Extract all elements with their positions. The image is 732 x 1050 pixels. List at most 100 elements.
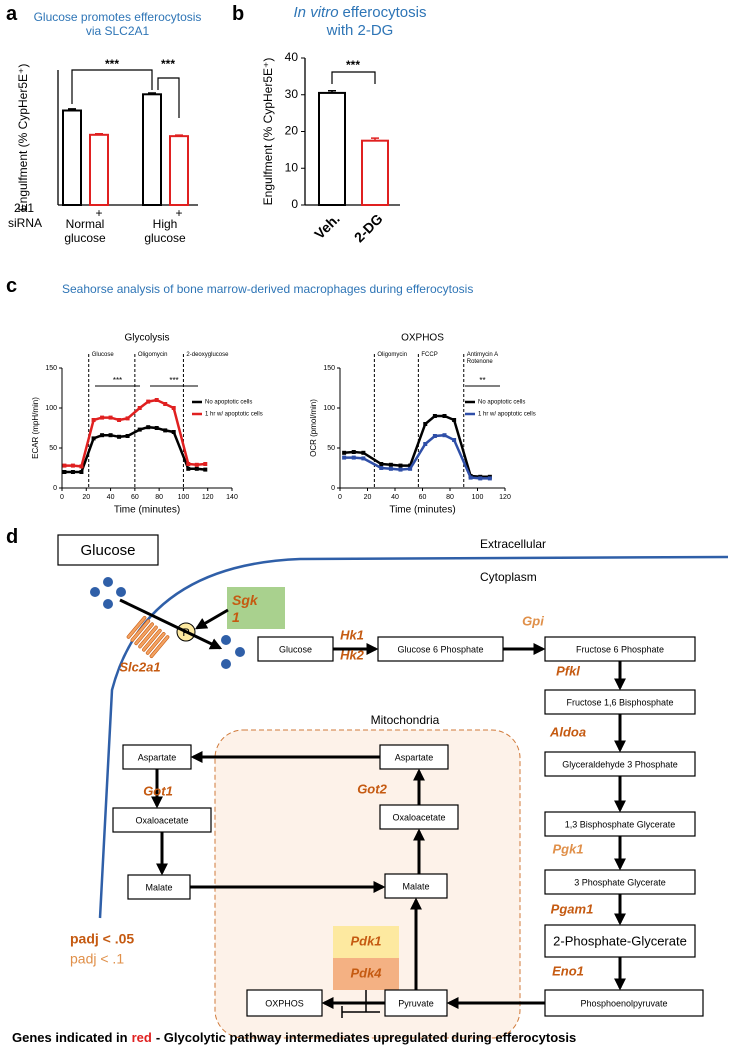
point [342, 450, 347, 455]
point [452, 418, 457, 422]
point [79, 464, 84, 469]
point [388, 466, 393, 471]
transporter-helix [145, 632, 166, 655]
x-tick-label: 80 [446, 494, 454, 501]
point [351, 450, 356, 454]
error-bar [328, 89, 336, 93]
arrow [194, 608, 229, 630]
node-box [112, 807, 212, 833]
sig-label: *** [113, 376, 122, 385]
y-axis-label: Engulfment (% CypHer5E⁺) [16, 64, 30, 212]
x-tick-label: 100 [472, 494, 484, 501]
point [351, 455, 356, 460]
sig-label: *** [105, 57, 119, 71]
point [398, 463, 403, 468]
point [423, 422, 428, 426]
panel-label: a [6, 3, 18, 25]
gene-label: Sgk1 [232, 592, 258, 625]
y-tick-label: 100 [45, 405, 57, 412]
glucose-molecule [103, 577, 113, 587]
chart-title-rest: efferocytosis with 2-DG [326, 4, 427, 39]
point [478, 476, 483, 481]
point [442, 433, 447, 438]
point [423, 442, 428, 446]
pdk4-box [333, 958, 399, 990]
y-tick-label: 20 [285, 124, 299, 138]
glucose-molecule [103, 599, 113, 609]
point [163, 402, 168, 406]
node-box [544, 924, 696, 958]
y-tick-label: 50 [49, 445, 57, 452]
injection-label: Oligomycin [137, 352, 168, 358]
error-bar [68, 108, 76, 111]
x-tick-label: 120 [499, 494, 511, 501]
chart-title: OXPHOS [401, 333, 444, 344]
footer: Genes indicated in red - Glycolytic pathwa… [12, 1030, 576, 1046]
group-label: High glucose [144, 217, 186, 246]
chart-title: Glucose promotes efferocytosis via SLC2A… [33, 10, 202, 39]
footer-text: Genes indicated in [12, 1030, 128, 1045]
transporter-helix [134, 622, 155, 646]
gene-label: Pgam1 [551, 901, 594, 916]
y-tick-label: 10 [285, 160, 299, 174]
injection-label: Oligomycin [377, 352, 408, 358]
point [137, 406, 142, 410]
point [186, 462, 191, 466]
point [70, 470, 75, 474]
node-label: OXPHOS [265, 998, 304, 1008]
point [171, 430, 176, 434]
point [117, 418, 122, 422]
x-tick-label: 60 [131, 494, 139, 501]
point [125, 416, 130, 421]
series-line [64, 425, 206, 474]
y-tick-label: 100 [323, 405, 335, 412]
gene-label: Aldoa [549, 724, 586, 739]
gene-label: Hk1 [340, 627, 364, 642]
bar [361, 139, 389, 206]
point [203, 462, 208, 466]
gene-label: Pdk4 [350, 965, 382, 980]
transporter-helix [149, 635, 170, 659]
node-label: Malate [145, 882, 172, 892]
node-label: 2-Phosphate-Glycerate [553, 933, 687, 948]
node-label: Glucose 6 Phosphate [397, 644, 483, 654]
point [146, 425, 151, 430]
kinase-box [227, 587, 285, 629]
error-bar [148, 92, 156, 95]
point [100, 415, 105, 420]
point [342, 455, 347, 460]
point [468, 475, 473, 480]
point [62, 470, 67, 474]
node-box [384, 989, 448, 1017]
point [398, 467, 403, 472]
sig-label: *** [161, 57, 175, 71]
node-label: Pyruvate [398, 998, 434, 1008]
legend-label: 1 hr w/ apoptotic cells [478, 412, 536, 418]
series-line [344, 414, 490, 479]
transporter-helix [130, 619, 151, 642]
point [163, 428, 168, 433]
glucose-molecule [221, 635, 231, 645]
node-label: Glucose [80, 542, 135, 559]
point [452, 438, 457, 442]
injection-label: FCCP [421, 352, 438, 358]
footer-red: red [131, 1030, 152, 1045]
node-label: Phosphoenolpyruvate [580, 998, 667, 1008]
x-tick-label: Veh. [311, 210, 343, 242]
glucose-molecule [116, 587, 126, 597]
chart-title: Glycolysis [124, 333, 169, 344]
point [171, 406, 176, 410]
chart-title-italic: In vitro [293, 4, 339, 21]
point [108, 415, 113, 420]
gene-label: Pfkl [556, 663, 580, 678]
point [361, 450, 366, 455]
y-axis-label: OCR (pmol/min) [309, 399, 318, 457]
bar [169, 135, 189, 206]
y-tick-label: 40 [285, 50, 299, 64]
point [194, 466, 199, 471]
legend-label: padj < .05 [70, 931, 134, 947]
sig-bracket [71, 69, 153, 104]
point [146, 399, 151, 404]
panel-label: d [6, 526, 19, 548]
